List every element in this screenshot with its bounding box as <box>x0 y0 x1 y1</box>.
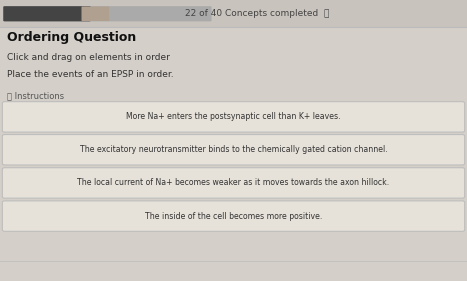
Text: The local current of Na+ becomes weaker as it moves towards the axon hillock.: The local current of Na+ becomes weaker … <box>78 178 389 187</box>
Text: More Na+ enters the postsynaptic cell than K+ leaves.: More Na+ enters the postsynaptic cell th… <box>126 112 341 121</box>
FancyBboxPatch shape <box>2 168 465 198</box>
FancyBboxPatch shape <box>3 6 212 21</box>
Text: Ordering Question: Ordering Question <box>7 31 136 44</box>
Text: Place the events of an EPSP in order.: Place the events of an EPSP in order. <box>7 70 174 79</box>
FancyBboxPatch shape <box>0 0 467 27</box>
Text: The excitatory neurotransmitter binds to the chemically gated cation channel.: The excitatory neurotransmitter binds to… <box>80 145 387 154</box>
Text: Click and drag on elements in order: Click and drag on elements in order <box>7 53 170 62</box>
Text: ⓘ Instructions: ⓘ Instructions <box>7 91 64 100</box>
Text: The inside of the cell becomes more positive.: The inside of the cell becomes more posi… <box>145 212 322 221</box>
FancyBboxPatch shape <box>82 6 109 21</box>
FancyBboxPatch shape <box>2 102 465 132</box>
FancyBboxPatch shape <box>3 6 91 21</box>
FancyBboxPatch shape <box>2 201 465 231</box>
Text: 22 of 40 Concepts completed  ⓘ: 22 of 40 Concepts completed ⓘ <box>184 9 329 18</box>
FancyBboxPatch shape <box>2 135 465 165</box>
